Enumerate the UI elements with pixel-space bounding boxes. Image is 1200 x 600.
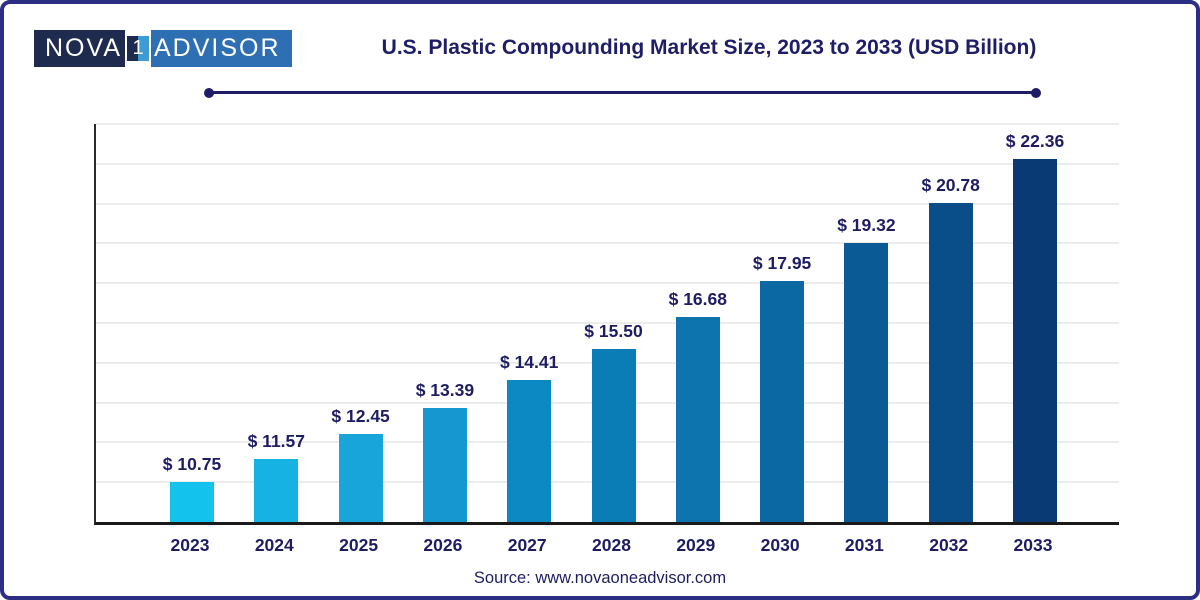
bar-2028 — [591, 349, 636, 522]
bar-value-label-2031: $ 19.32 — [837, 215, 896, 236]
x-tick-label-2031: 2031 — [844, 535, 884, 555]
bar-value-label-2023: $ 10.75 — [162, 453, 222, 474]
bar-2025 — [338, 434, 383, 522]
bar-2029 — [675, 316, 720, 522]
gridline — [96, 242, 1119, 245]
bar-2031 — [844, 243, 889, 522]
bar-value-label-2030: $ 17.95 — [752, 253, 812, 274]
x-tick-label-2025: 2025 — [339, 535, 379, 555]
logo-text-advisor: ADVISOR — [151, 30, 292, 67]
underline-left-dot — [204, 87, 214, 98]
gridline — [96, 123, 1119, 125]
logo-one-badge: 1 — [125, 34, 151, 63]
bar-value-label-2033: $ 22.36 — [1005, 130, 1065, 151]
x-tick-label-2032: 2032 — [929, 535, 969, 555]
gridline — [96, 202, 1119, 205]
bar-value-label-2029: $ 16.68 — [668, 288, 727, 309]
bar-2024 — [254, 458, 299, 522]
x-tick-label-2029: 2029 — [676, 535, 716, 555]
gridline — [96, 282, 1119, 285]
bar-2023 — [170, 481, 214, 522]
bar-value-label-2027: $ 14.41 — [499, 351, 559, 372]
bar-value-label-2028: $ 15.50 — [584, 321, 643, 342]
x-tick-label-2023: 2023 — [170, 535, 210, 555]
nova-one-advisor-logo: NOVA 1 ADVISOR — [34, 30, 292, 67]
logo-text-nova: NOVA — [34, 30, 125, 67]
x-tick-label-2026: 2026 — [423, 535, 463, 555]
bar-2027 — [507, 379, 552, 522]
x-tick-label-2030: 2030 — [760, 535, 800, 555]
bar-2030 — [760, 281, 805, 522]
bar-2032 — [928, 202, 973, 522]
gridline — [96, 162, 1119, 165]
x-tick-label-2033: 2033 — [1013, 535, 1053, 555]
bar-value-label-2024: $ 11.57 — [247, 430, 305, 451]
title-underline — [204, 87, 1041, 98]
bar-2033 — [1013, 158, 1057, 522]
bar-value-label-2026: $ 13.39 — [415, 380, 475, 401]
underline-right-dot — [1031, 87, 1041, 98]
chart-title: U.S. Plastic Compounding Market Size, 20… — [381, 36, 1037, 59]
gridline — [96, 322, 1119, 324]
x-tick-label-2028: 2028 — [592, 535, 631, 555]
bar-2026 — [422, 408, 467, 522]
bar-value-label-2032: $ 20.78 — [921, 174, 980, 195]
source-text: Source: www.novaoneadvisor.com — [473, 569, 727, 587]
chart-plot: $ 10.75 $ 11.57 $ 12.45 $ 13.39 $ 14.41 $ 15.… — [94, 123, 1119, 525]
x-tick-label-2027: 2027 — [507, 535, 547, 555]
bar-value-label-2025: $ 12.45 — [331, 406, 390, 427]
x-tick-label-2024: 2024 — [254, 535, 294, 555]
x-axis-labels: 2023 2024 2025 2026 2027 2028 2029 2030 2031 2032… — [94, 535, 1117, 559]
